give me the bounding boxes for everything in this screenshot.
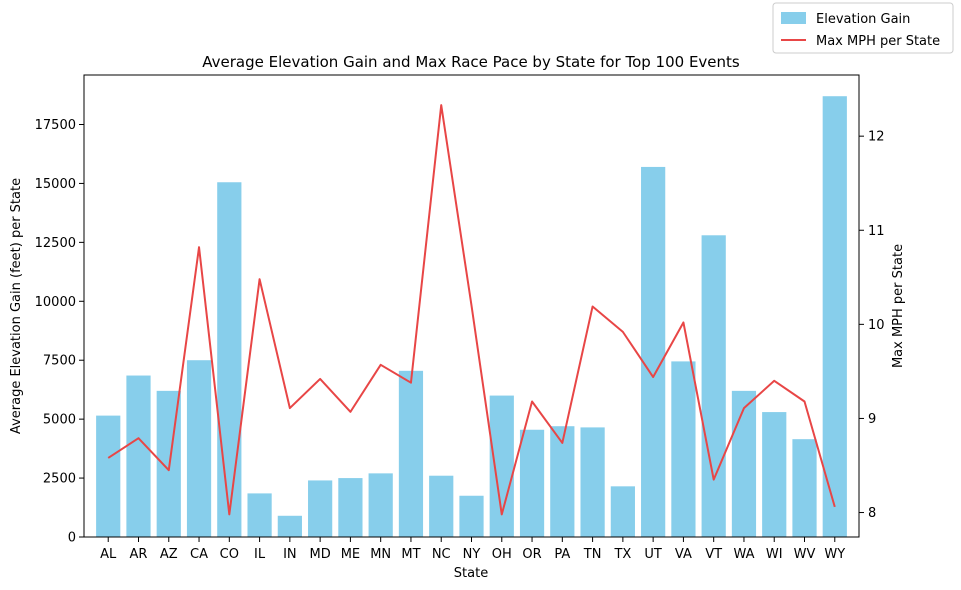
y2-axis-title: Max MPH per State — [891, 244, 906, 368]
bar-vt — [701, 235, 726, 538]
bar-mn — [368, 473, 393, 537]
bar-ca — [186, 360, 212, 537]
x-tick-label-me: ME — [341, 547, 360, 562]
x-tick-label-ca: CA — [190, 547, 208, 562]
x-tick-label-wa: WA — [733, 547, 754, 562]
bar-al — [96, 415, 121, 537]
x-tick-label-mt: MT — [401, 547, 420, 562]
legend-bar-label: Elevation Gain — [816, 12, 910, 27]
x-tick-label-in: IN — [283, 547, 297, 562]
x-tick-label-va: VA — [675, 547, 692, 562]
x-tick-label-tx: TX — [613, 547, 631, 562]
x-tick-label-az: AZ — [160, 547, 178, 562]
x-tick-label-co: CO — [220, 547, 239, 562]
bar-va — [671, 361, 696, 537]
bar-tx — [610, 486, 635, 537]
y-tick-label: 7500 — [43, 354, 76, 369]
y-tick-label: 10000 — [35, 295, 76, 310]
legend-box — [772, 2, 954, 54]
bar-series — [96, 96, 847, 538]
bar-il — [247, 493, 272, 537]
y-tick-label: 2500 — [43, 472, 76, 487]
x-tick-label-ar: AR — [130, 547, 148, 562]
x-tick-label-oh: OH — [492, 547, 512, 562]
bar-pa — [550, 426, 575, 537]
bar-or — [519, 429, 545, 537]
bar-in — [277, 515, 302, 537]
y-tick-label: 15000 — [35, 177, 76, 192]
y-tick-label: 17500 — [35, 118, 76, 133]
x-tick-label-al: AL — [100, 547, 117, 562]
axes: 0 2500 5000 7500 10000 12500 15000 17500 8 9 10 11 1… — [35, 74, 885, 562]
y-tick-label: 12500 — [35, 236, 76, 251]
y-axis-title: Average Elevation Gain (feet) per State — [9, 178, 24, 434]
y2-tick-label: 11 — [868, 224, 885, 239]
bar-wa — [731, 390, 757, 537]
y2-tick-label: 12 — [868, 130, 885, 145]
x-tick-label-or: OR — [522, 547, 541, 562]
x-tick-label-md: MD — [310, 547, 331, 562]
x-tick-label-ny: NY — [463, 547, 481, 562]
x-tick-label-il: IL — [254, 547, 266, 562]
bar-tn — [580, 427, 605, 537]
x-tick-label-wv: WV — [794, 547, 816, 562]
x-tick-label-nc: NC — [432, 547, 451, 562]
y2-tick-label: 8 — [868, 506, 876, 521]
bar-me — [338, 478, 363, 537]
bar-wv — [792, 439, 817, 537]
bar-ut — [641, 166, 666, 537]
y-tick-label: 5000 — [43, 413, 76, 428]
x-tick-label-wi: WI — [766, 547, 783, 562]
chart-title: Average Elevation Gain and Max Race Pace… — [202, 53, 740, 71]
bar-oh — [489, 395, 514, 537]
x-tick-label-ut: UT — [644, 547, 662, 562]
x-axis-title: State — [454, 566, 488, 581]
legend: Elevation Gain Max MPH per State — [772, 2, 954, 54]
y-tick-label: 0 — [68, 531, 76, 546]
x-tick-label-wy: WY — [824, 547, 845, 562]
mph-line — [107, 104, 836, 516]
bar-ar — [126, 375, 151, 537]
bar-wi — [762, 412, 787, 537]
bar-ny — [459, 495, 484, 537]
line-series — [107, 104, 836, 516]
bar-wy — [822, 96, 847, 537]
bar-md — [308, 480, 333, 537]
y2-tick-label: 10 — [868, 318, 885, 333]
legend-line-label: Max MPH per State — [816, 34, 940, 49]
bar-nc — [429, 475, 454, 537]
bar-co — [217, 182, 242, 537]
x-tick-label-pa: PA — [554, 547, 570, 562]
legend-bar-swatch — [781, 12, 806, 24]
x-tick-label-vt: VT — [705, 547, 722, 562]
y2-tick-label: 9 — [868, 412, 876, 427]
bar-mt — [398, 370, 424, 537]
x-tick-label-mn: MN — [370, 547, 391, 562]
x-tick-label-tn: TN — [583, 547, 602, 562]
